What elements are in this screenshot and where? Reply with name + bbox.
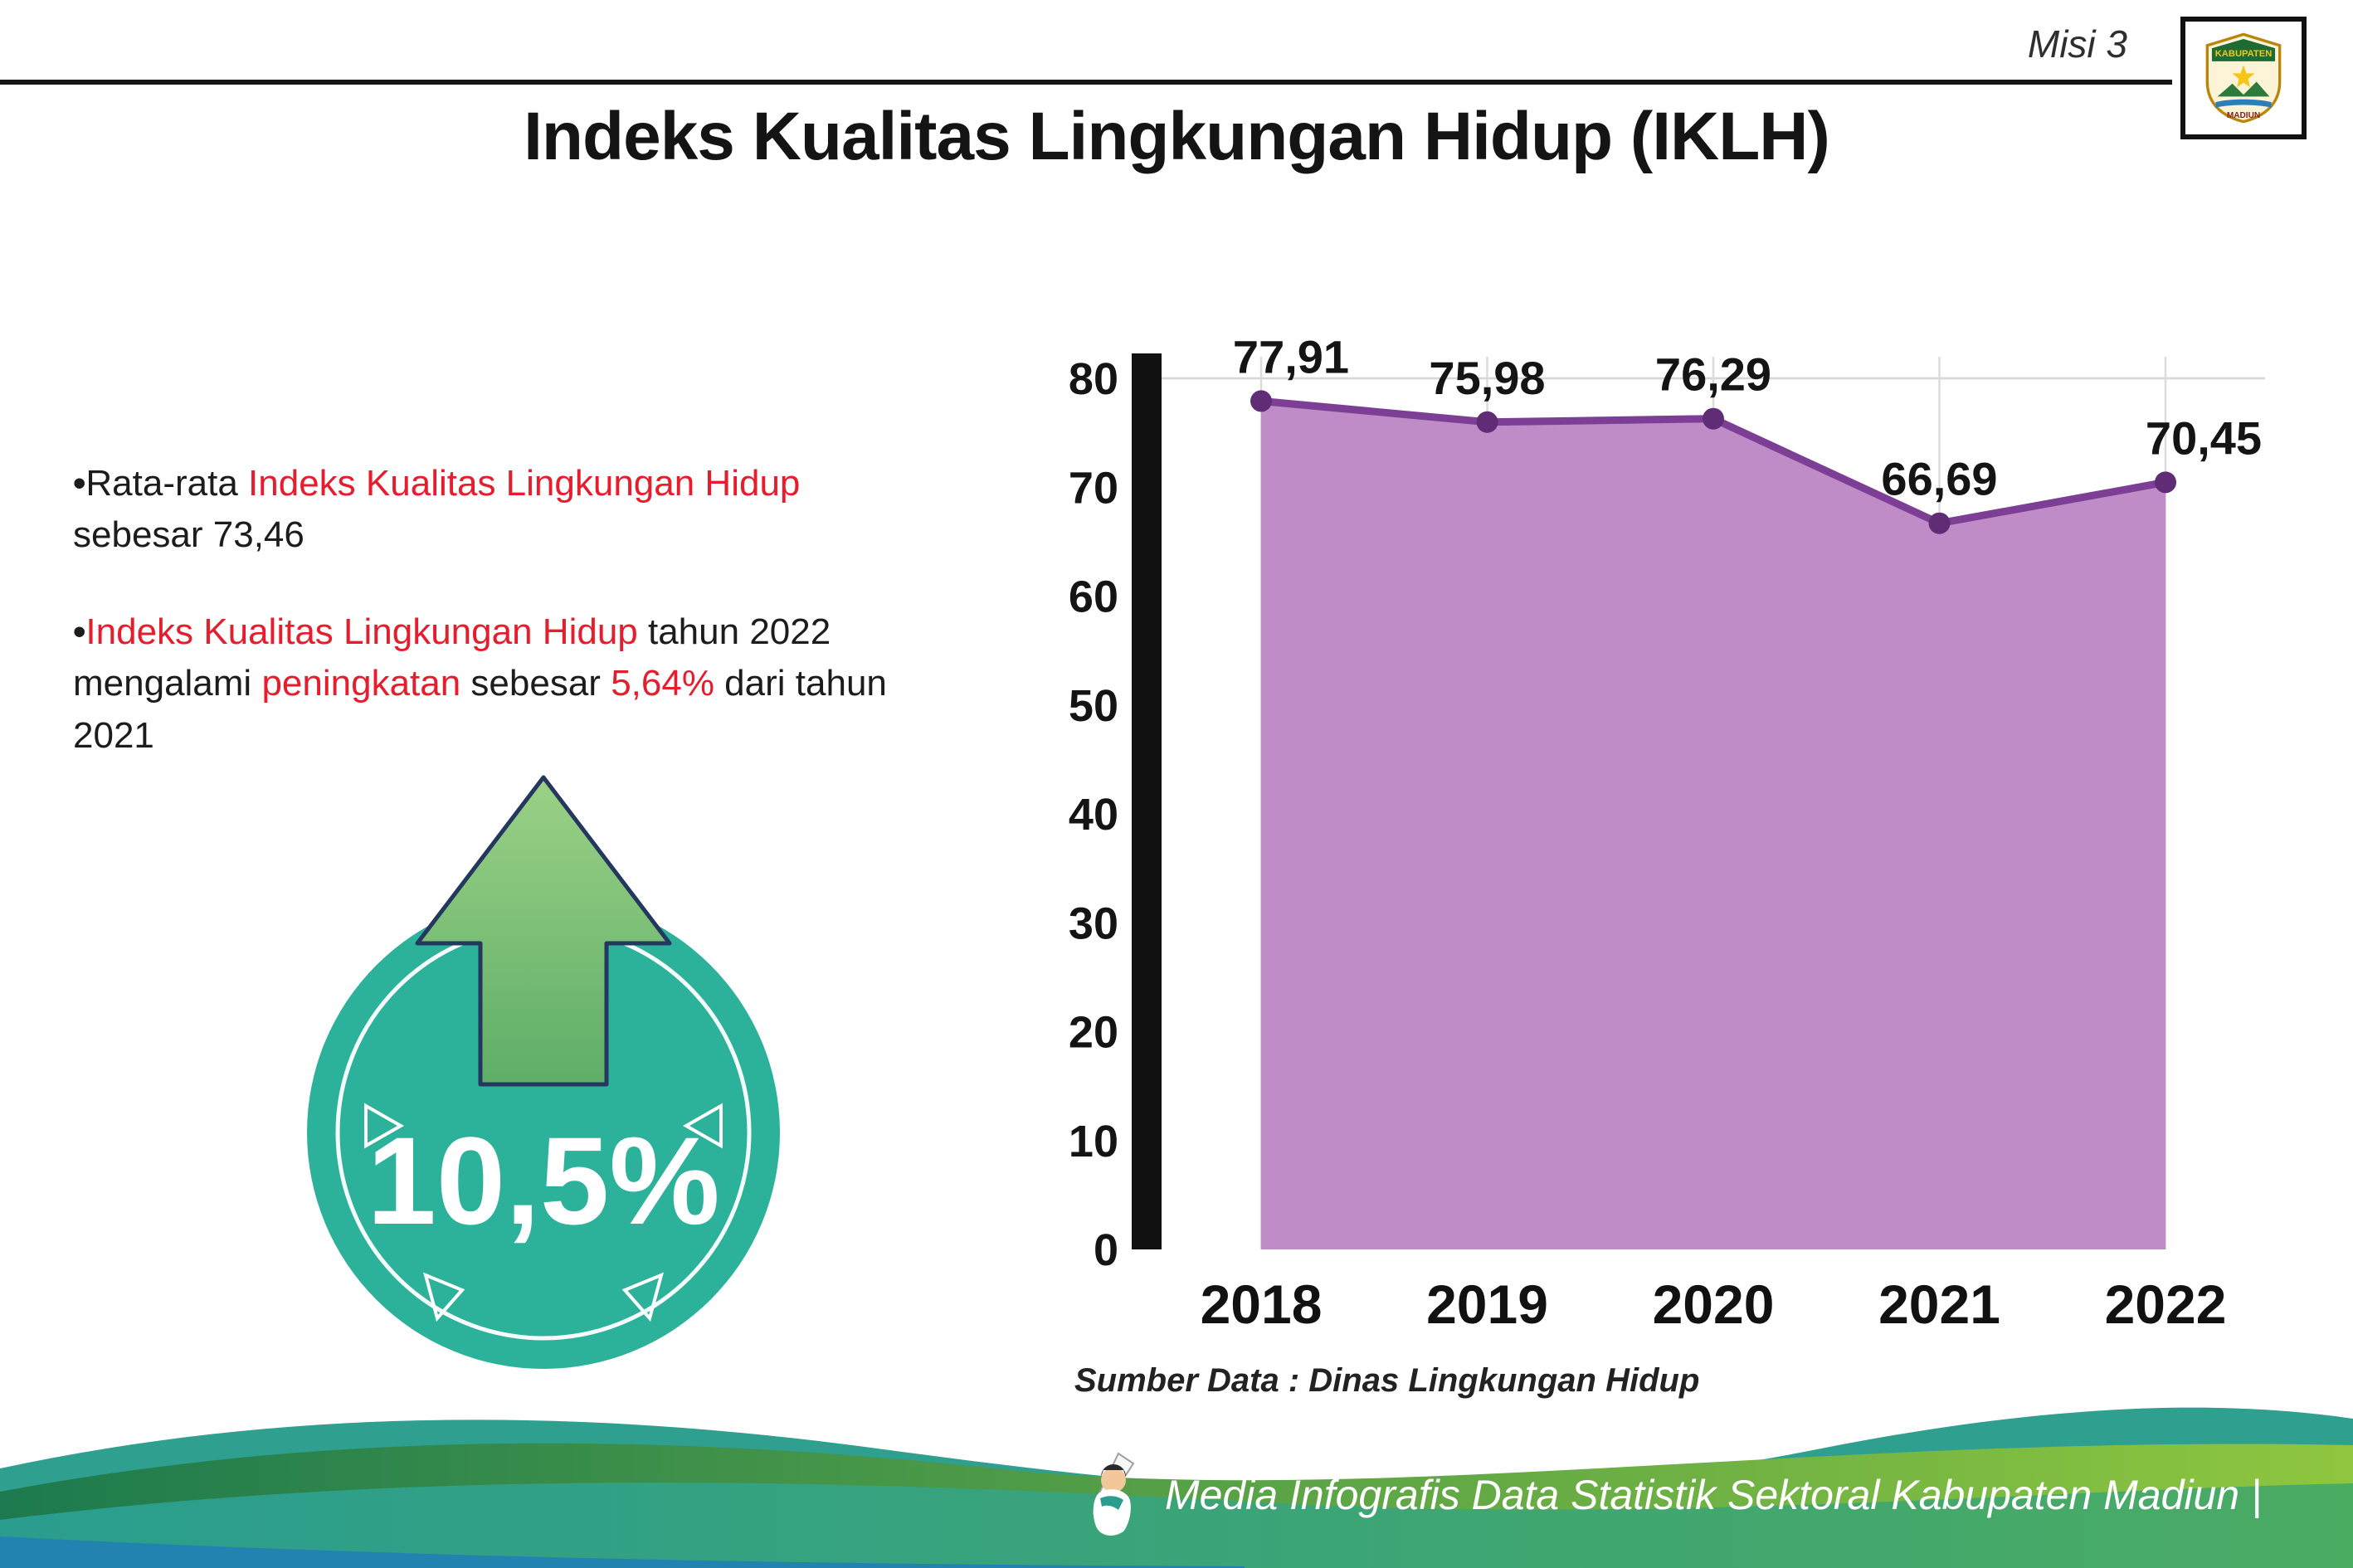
x-axis-year-label: 2020 <box>1653 1273 1775 1335</box>
data-value-label: 77,91 <box>1233 330 1349 382</box>
misi-label: Misi 3 <box>2027 22 2127 66</box>
iklh-area-chart: 0 10 20 30 40 50 60 70 80 77,91 75,98 76,29 66,69 70,… <box>1069 330 2265 1335</box>
y-tick-label: 20 <box>1069 1008 1118 1058</box>
bullet2-text-1: Indeks Kualitas Lingkungan Hidup <box>85 611 638 652</box>
y-tick-label: 0 <box>1094 1225 1118 1275</box>
ring-notch-left <box>364 1103 405 1149</box>
data-value-label: 76,29 <box>1655 348 1771 401</box>
footer-wave-decoration <box>0 1407 2353 1568</box>
ring-notch-bottom-left <box>423 1272 465 1322</box>
data-value-label: 66,69 <box>1881 453 1997 505</box>
increase-percentage: 10,5% <box>367 1111 719 1250</box>
bullet-average-iklh: •Rata-rata Indeks Kualitas Lingkungan Hi… <box>73 458 911 562</box>
svg-text:KABUPATEN: KABUPATEN <box>2215 49 2273 59</box>
y-tick-label: 10 <box>1069 1117 1118 1166</box>
y-tick-label: 60 <box>1069 572 1118 622</box>
data-point <box>1928 512 1951 534</box>
y-tick-label: 70 <box>1069 463 1118 513</box>
data-value-label: 75,98 <box>1429 352 1545 404</box>
bullet-marker: • <box>73 463 86 504</box>
data-point <box>1703 407 1724 430</box>
kabupaten-madiun-logo: KABUPATEN MADIUN <box>2180 17 2307 139</box>
data-point <box>2155 471 2176 494</box>
header-divider <box>0 80 2172 85</box>
svg-text:MADIUN: MADIUN <box>2227 111 2260 120</box>
ring-notch-bottom-right <box>621 1272 664 1322</box>
y-tick-label: 30 <box>1069 898 1118 948</box>
wave-blue-accent <box>0 1536 1245 1568</box>
summary-bullets: •Rata-rata Indeks Kualitas Lingkungan Hi… <box>73 458 911 806</box>
bullet-marker: • <box>73 611 86 652</box>
page-title: Indeks Kualitas Lingkungan Hidup (IKLH) <box>524 99 1830 174</box>
bullet1-text-1: Rata-rata <box>85 463 249 504</box>
badge-circle <box>307 896 780 1369</box>
bullet-increase-2022: •Indeks Kualitas Lingkungan Hidup tahun … <box>73 606 911 762</box>
y-tick-label: 50 <box>1069 681 1118 731</box>
area-fill <box>1261 401 2165 1249</box>
mascot-icon <box>1092 1452 1135 1536</box>
shield-icon: KABUPATEN MADIUN <box>2205 32 2282 124</box>
up-arrow-icon <box>415 775 672 1087</box>
data-value-label: 70,45 <box>2146 411 2262 464</box>
y-tick-label: 80 <box>1069 354 1118 404</box>
bullet2-text-6: dari tahun 2021 <box>73 663 887 756</box>
x-axis-year-label: 2021 <box>1878 1273 2000 1335</box>
footer-credit-text: Media Infografis Data Statistik Sektoral… <box>1164 1472 2262 1518</box>
bullet2-text-5: 5,64% <box>611 663 714 704</box>
chart-source-note: Sumber Data : Dinas Lingkungan Hidup <box>1074 1362 1700 1399</box>
increase-badge: 10,5% <box>307 775 780 1369</box>
bullet2-text-2: tahun 2022 mengalami <box>73 611 831 704</box>
bullet1-text-3: sebesar 73,46 <box>73 514 304 556</box>
x-axis-year-label: 2018 <box>1201 1273 1323 1335</box>
ring-notch-right <box>682 1103 723 1149</box>
data-point <box>1476 411 1498 433</box>
x-axis-year-label: 2019 <box>1426 1273 1548 1335</box>
bullet2-text-3: peningkatan <box>261 663 461 704</box>
y-tick-label: 40 <box>1069 790 1118 840</box>
bullet2-text-4: sebesar <box>460 663 611 704</box>
y-axis-bar <box>1132 353 1162 1249</box>
footer-credit: Media Infografis Data Statistik Sektoral… <box>1075 1452 2262 1538</box>
bullet1-text-2: Indeks Kualitas Lingkungan Hidup <box>248 463 801 504</box>
x-axis-year-label: 2022 <box>2105 1273 2227 1335</box>
wave-teal-front <box>0 1483 2353 1568</box>
data-point <box>1250 390 1272 412</box>
